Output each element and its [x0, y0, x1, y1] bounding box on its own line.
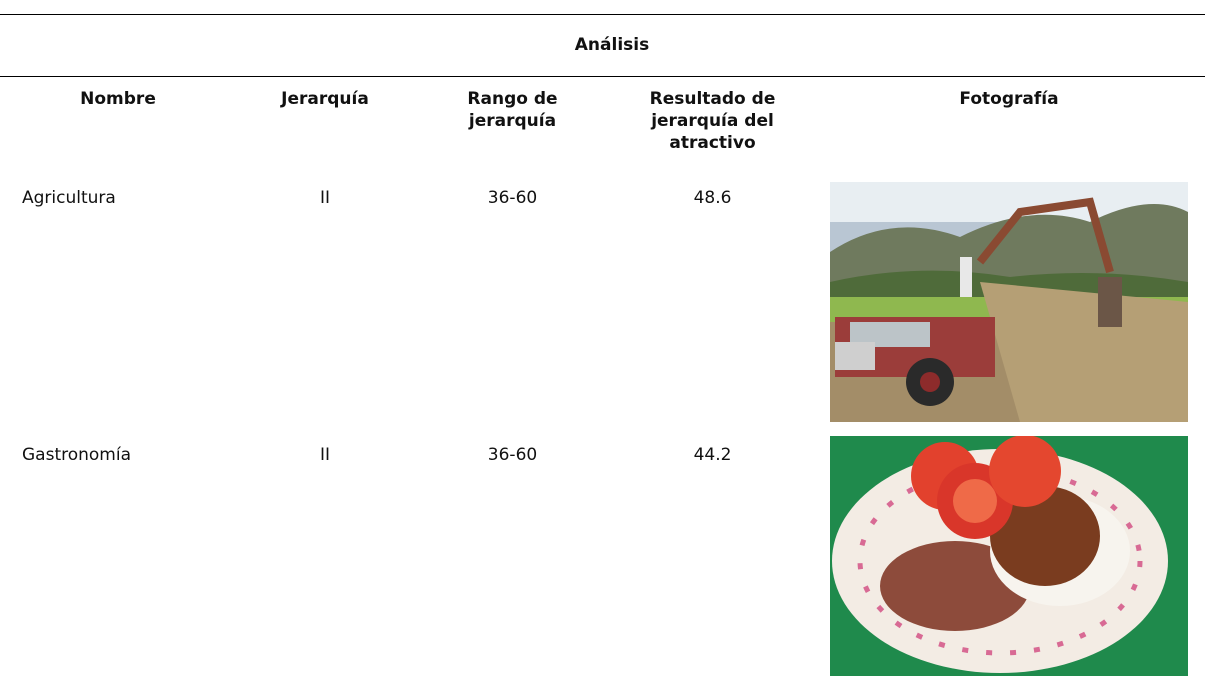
cell: 44.2	[693, 445, 732, 465]
header-rule	[0, 76, 1205, 77]
column-header: Fotografía	[959, 89, 1059, 109]
cell: II	[319, 445, 331, 465]
photo-gastronomy	[830, 436, 1188, 676]
row-name: Gastronomía	[22, 445, 132, 465]
cell: 36-60	[487, 445, 538, 465]
group-title: Análisis	[574, 35, 650, 55]
cell: 36-60	[487, 188, 538, 208]
column-header: Resultado de jerarquía del atractivo	[649, 89, 776, 153]
top-rule	[0, 14, 1205, 15]
cell: II	[319, 188, 331, 208]
column-header: Rango de jerarquía	[467, 89, 558, 131]
photo-agriculture	[830, 182, 1188, 422]
column-header: Nombre	[80, 89, 156, 109]
row-name: Agricultura	[22, 188, 116, 208]
column-header: Jerarquía	[281, 89, 369, 109]
cell: 48.6	[693, 188, 732, 208]
